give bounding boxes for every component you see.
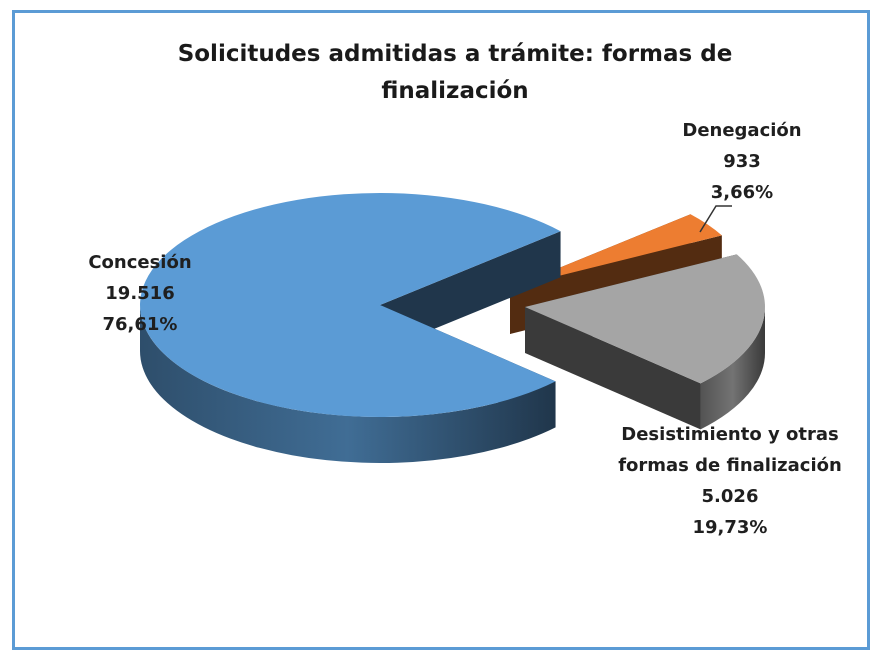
value-label: 933 xyxy=(723,151,761,172)
percent-label: 3,66% xyxy=(710,182,774,203)
percent-label: 19,73% xyxy=(692,517,768,538)
leader-line xyxy=(699,205,732,233)
slice-cut-face xyxy=(525,307,701,430)
slice-cut-face xyxy=(380,231,561,351)
category-label: Concesión xyxy=(88,252,192,273)
slice-side xyxy=(700,307,765,430)
slice-side xyxy=(140,305,556,463)
category-label: Denegación xyxy=(682,120,802,141)
slice-label: Denegación 933 3,66% xyxy=(642,115,842,208)
percent-label: 76,61% xyxy=(102,314,178,335)
pie-slice xyxy=(525,254,766,384)
value-label: 19.516 xyxy=(105,283,175,304)
category-label: Desistimiento y otras formas de finaliza… xyxy=(618,424,842,476)
pie-slice xyxy=(140,193,561,417)
chart-title: Solicitudes admitidas a trámite: formas … xyxy=(177,41,733,104)
pie-slice xyxy=(510,214,722,288)
page: Solicitudes admitidas a trámite: formas … xyxy=(12,10,870,650)
slice-label: Concesión 19.516 76,61% xyxy=(40,247,240,340)
value-label: 5.026 xyxy=(701,486,759,507)
slice-label: Desistimiento y otras formas de finaliza… xyxy=(600,419,860,543)
pie xyxy=(140,193,766,463)
chart xyxy=(140,193,766,463)
